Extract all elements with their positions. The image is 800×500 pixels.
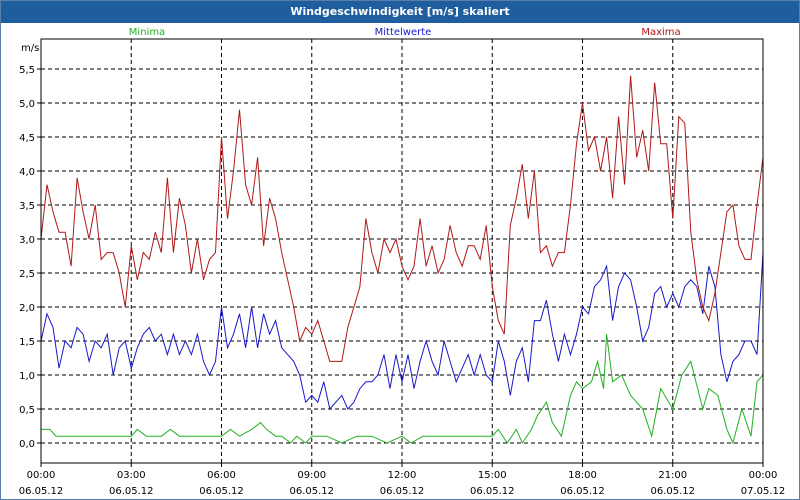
series-line-minima — [41, 334, 764, 445]
window-title: Windgeschwindigkeit [m/s] skaliert — [1, 1, 799, 23]
legend-item-minima: Minima — [129, 27, 165, 38]
y-tick-label: 3,5 — [19, 201, 35, 212]
x-tick-date: 06.05.12 — [19, 486, 64, 497]
y-tick-label: 5,5 — [19, 65, 35, 76]
series-lines — [40, 75, 764, 445]
x-tick-time: 12:00 — [388, 470, 417, 481]
x-tick-time: 15:00 — [478, 470, 507, 481]
y-tick-label: 3,0 — [19, 235, 35, 246]
x-tick-time: 00:00 — [27, 470, 56, 481]
x-tick-time: 09:00 — [297, 470, 326, 481]
x-tick-time: 03:00 — [117, 470, 146, 481]
axes — [37, 38, 764, 467]
x-tick-date: 06.05.12 — [380, 486, 425, 497]
y-tick-label: 2,5 — [19, 269, 35, 280]
x-tick-time: 06:00 — [207, 470, 236, 481]
tick-labels: 5,5 5,0 4,5 4,0 3,5 3,0 2,5 2,0 1,5 1,0 0,5 0,0 m/s 0… — [19, 43, 786, 497]
y-tick-label: 0,5 — [19, 405, 35, 416]
x-tick-date: 06.05.12 — [199, 486, 244, 497]
x-tick-date: 06.05.12 — [109, 486, 154, 497]
legend-item-maxima: Maxima — [641, 27, 680, 38]
x-tick-date: 06.05.12 — [650, 486, 695, 497]
x-tick-date: 06.05.12 — [560, 486, 605, 497]
y-tick-label: 2,0 — [19, 303, 35, 314]
x-tick-date: 06.05.12 — [470, 486, 515, 497]
chart-canvas: 5,5 5,0 4,5 4,0 3,5 3,0 2,5 2,0 1,5 1,0 0,5 0,0 m/s 0… — [19, 27, 786, 497]
y-tick-label: 4,5 — [19, 133, 35, 144]
x-tick-time: 00:00 — [749, 470, 778, 481]
plot-frame — [40, 38, 764, 464]
y-axis-unit: m/s — [21, 43, 39, 54]
x-tick-date: 06.05.12 — [289, 486, 334, 497]
y-tick-label: 4,0 — [19, 167, 35, 178]
series-line-maxima — [40, 75, 764, 362]
series-line-mittelwerte — [40, 252, 764, 411]
x-tick-time: 18:00 — [568, 470, 597, 481]
legend-item-mittelwerte: Mittelwerte — [375, 27, 432, 38]
grid-lines — [41, 39, 763, 463]
y-tick-label: 5,0 — [19, 99, 35, 110]
legend: Minima Mittelwerte Maxima — [129, 27, 681, 38]
y-tick-label: 1,0 — [19, 371, 35, 382]
x-tick-time: 21:00 — [658, 470, 687, 481]
y-tick-label: 1,5 — [19, 337, 35, 348]
y-tick-label: 0,0 — [19, 439, 35, 450]
x-tick-date: 07.05.12 — [741, 486, 786, 497]
